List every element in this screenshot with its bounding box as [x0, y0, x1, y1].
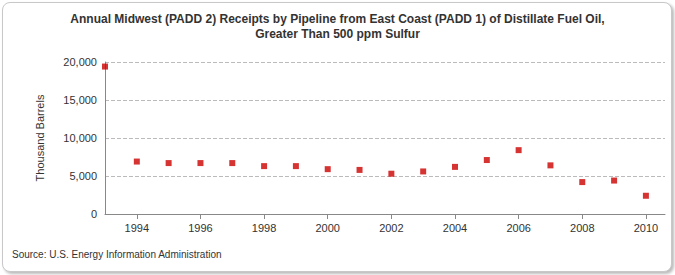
svg-text:15,000: 15,000	[63, 94, 97, 106]
svg-text:2006: 2006	[506, 222, 530, 234]
svg-text:1994: 1994	[125, 222, 149, 234]
svg-text:Annual Midwest (PADD 2) Receip: Annual Midwest (PADD 2) Receipts by Pipe…	[70, 12, 604, 26]
svg-text:Source: U.S. Energy Informatio: Source: U.S. Energy Information Administ…	[12, 249, 222, 260]
svg-text:2000: 2000	[315, 222, 339, 234]
svg-text:0: 0	[91, 208, 97, 220]
svg-text:2002: 2002	[379, 222, 403, 234]
svg-text:5,000: 5,000	[69, 170, 97, 182]
svg-text:2004: 2004	[443, 222, 467, 234]
svg-text:10,000: 10,000	[63, 132, 97, 144]
svg-text:2010: 2010	[634, 222, 658, 234]
svg-text:Greater Than 500 ppm Sulfur: Greater Than 500 ppm Sulfur	[255, 27, 420, 41]
svg-text:1996: 1996	[188, 222, 212, 234]
svg-text:2008: 2008	[570, 222, 594, 234]
svg-text:Thousand Barrels: Thousand Barrels	[34, 94, 46, 181]
svg-text:20,000: 20,000	[63, 56, 97, 68]
svg-text:1998: 1998	[252, 222, 276, 234]
